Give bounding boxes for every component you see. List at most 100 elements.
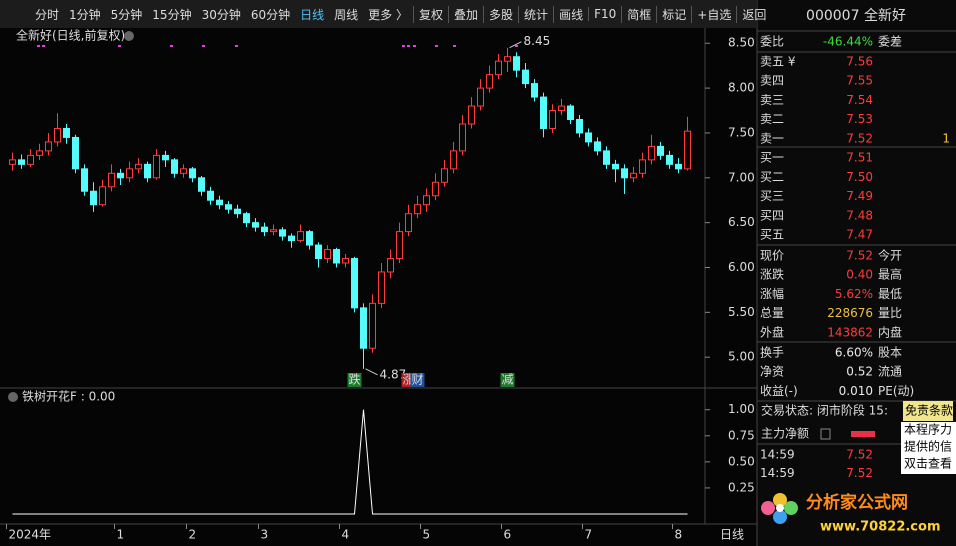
quote-value: 7.49 <box>846 189 873 203</box>
quote-label: 买二 <box>760 170 784 184</box>
trade-price: 7.52 <box>846 466 873 480</box>
extreme-arrow <box>509 41 522 49</box>
quote-label: 外盘 <box>760 324 784 339</box>
tooltip-title-bg <box>903 401 953 421</box>
watermark-name: 分析家公式网 <box>806 492 908 513</box>
toolbar-button[interactable]: 更多 〉 <box>368 7 408 22</box>
candle-body <box>477 87 484 107</box>
y-tick-label: 8.50 <box>728 36 755 50</box>
candle-body <box>513 56 520 71</box>
quote-label: 净资 <box>760 365 784 379</box>
toolbar-button[interactable]: 简框 <box>621 5 656 23</box>
toolbar-button[interactable]: 叠加 <box>448 5 483 23</box>
candle-body <box>99 186 106 206</box>
extreme-label: 4.87 <box>380 367 407 381</box>
quote-value: 228676 <box>827 306 873 320</box>
candle-body <box>423 195 430 206</box>
toolbar-button[interactable]: 1分钟 <box>69 7 101 22</box>
extreme-arrow <box>365 368 378 376</box>
candle-body <box>297 231 304 242</box>
toolbar-button[interactable]: +自选 <box>691 5 736 23</box>
toolbar: 分时 1分钟 5分钟 15分钟 30分钟 60分钟 日线 周线 更多 〉复权 叠加 多股 统计 画线 F1… <box>0 0 766 28</box>
candle-body <box>18 159 25 165</box>
candle-body <box>648 145 655 161</box>
candle-body <box>144 163 151 179</box>
toolbar-button[interactable]: 复权 <box>413 5 448 23</box>
quote-label: 买三 <box>760 189 784 203</box>
toolbar-button[interactable]: 标记 <box>656 5 691 23</box>
quote-label: 换手 <box>760 346 784 360</box>
toolbar-button[interactable]: 返回 <box>736 5 771 23</box>
quote-label: 委差 <box>878 35 902 49</box>
candle-body <box>216 199 223 206</box>
candle-body <box>558 105 565 112</box>
quote-value: 7.56 <box>846 55 873 69</box>
toolbar-button[interactable]: 日线 <box>300 7 325 22</box>
toolbar-button[interactable]: 15分钟 <box>152 7 192 22</box>
quote-value: 7.48 <box>846 208 873 222</box>
signal-dots <box>37 45 518 47</box>
indicator-line <box>12 409 688 515</box>
signal-label: 减 <box>501 373 513 387</box>
candle-body <box>576 118 583 134</box>
y-tick-label: 6.50 <box>728 215 755 229</box>
quote-value: 7.54 <box>846 93 873 107</box>
toolbar-button[interactable]: 周线 <box>334 7 359 22</box>
y-tick-label: 1.00 <box>728 402 755 416</box>
x-tick-label: 4 <box>342 528 350 542</box>
signal-bg <box>410 373 425 387</box>
period-label: 日线 <box>720 528 744 542</box>
toolbar-button[interactable]: 60分钟 <box>250 7 291 22</box>
indicator-label: 铁树开花F : 0.00 <box>22 389 115 404</box>
candle-body <box>180 168 187 174</box>
quote-value: 7.51 <box>846 151 873 165</box>
quote-label: 总量 <box>760 306 784 320</box>
candle-body <box>567 105 574 120</box>
x-tick-label: 2 <box>189 528 197 542</box>
x-tick-label: 2024年 <box>9 528 52 542</box>
candle-body <box>324 249 331 260</box>
candle-body <box>342 258 349 264</box>
quote-label: 股本 <box>878 346 902 360</box>
tooltip-line: 提供的信 <box>904 439 952 454</box>
toolbar-button[interactable]: 分时 <box>35 7 60 22</box>
quote-value: 7.55 <box>846 74 873 88</box>
flow-bar <box>851 431 875 437</box>
quote-value: 7.52 <box>846 249 873 263</box>
x-tick-label: 6 <box>504 528 512 542</box>
quote-label: PE(动) <box>878 384 914 398</box>
toolbar-button[interactable]: 统计 <box>518 5 553 23</box>
signal-label: 跌 <box>348 372 360 387</box>
candle-body <box>27 154 34 165</box>
quote-label: 涨跌 <box>760 267 784 282</box>
candle-body <box>72 136 79 170</box>
x-tick-label: 8 <box>675 528 683 542</box>
candle-body <box>360 307 367 349</box>
quote-value: 7.47 <box>846 228 873 242</box>
candle-body <box>486 74 493 89</box>
candle-body <box>153 154 160 179</box>
quote-label: 买一 <box>760 151 784 165</box>
toolbar-button[interactable]: 5分钟 <box>110 7 143 22</box>
quote-label: 最低 <box>878 287 902 301</box>
candle-body <box>387 258 394 273</box>
toolbar-button[interactable]: 多股 <box>483 5 518 23</box>
indicator-menu[interactable] <box>8 392 18 402</box>
candle-body <box>261 226 268 233</box>
candle-body <box>369 302 376 349</box>
toolbar-button[interactable]: F10 <box>588 7 621 21</box>
quote-value: 5.62% <box>835 287 873 301</box>
candle-body <box>243 213 250 224</box>
candle-body <box>90 190 97 206</box>
toolbar-button[interactable]: 画线 <box>553 5 588 23</box>
candle-body <box>279 229 286 237</box>
toolbar-button[interactable]: 30分钟 <box>201 7 241 22</box>
signal-label: 财 <box>411 373 423 387</box>
y-tick-label: 0.25 <box>728 480 755 494</box>
trade-time: 14:59 <box>760 448 795 462</box>
quote-label: 涨幅 <box>760 286 784 301</box>
x-tick-label: 7 <box>585 528 593 542</box>
flow-icon[interactable] <box>820 428 831 440</box>
title-menu[interactable] <box>124 31 134 41</box>
